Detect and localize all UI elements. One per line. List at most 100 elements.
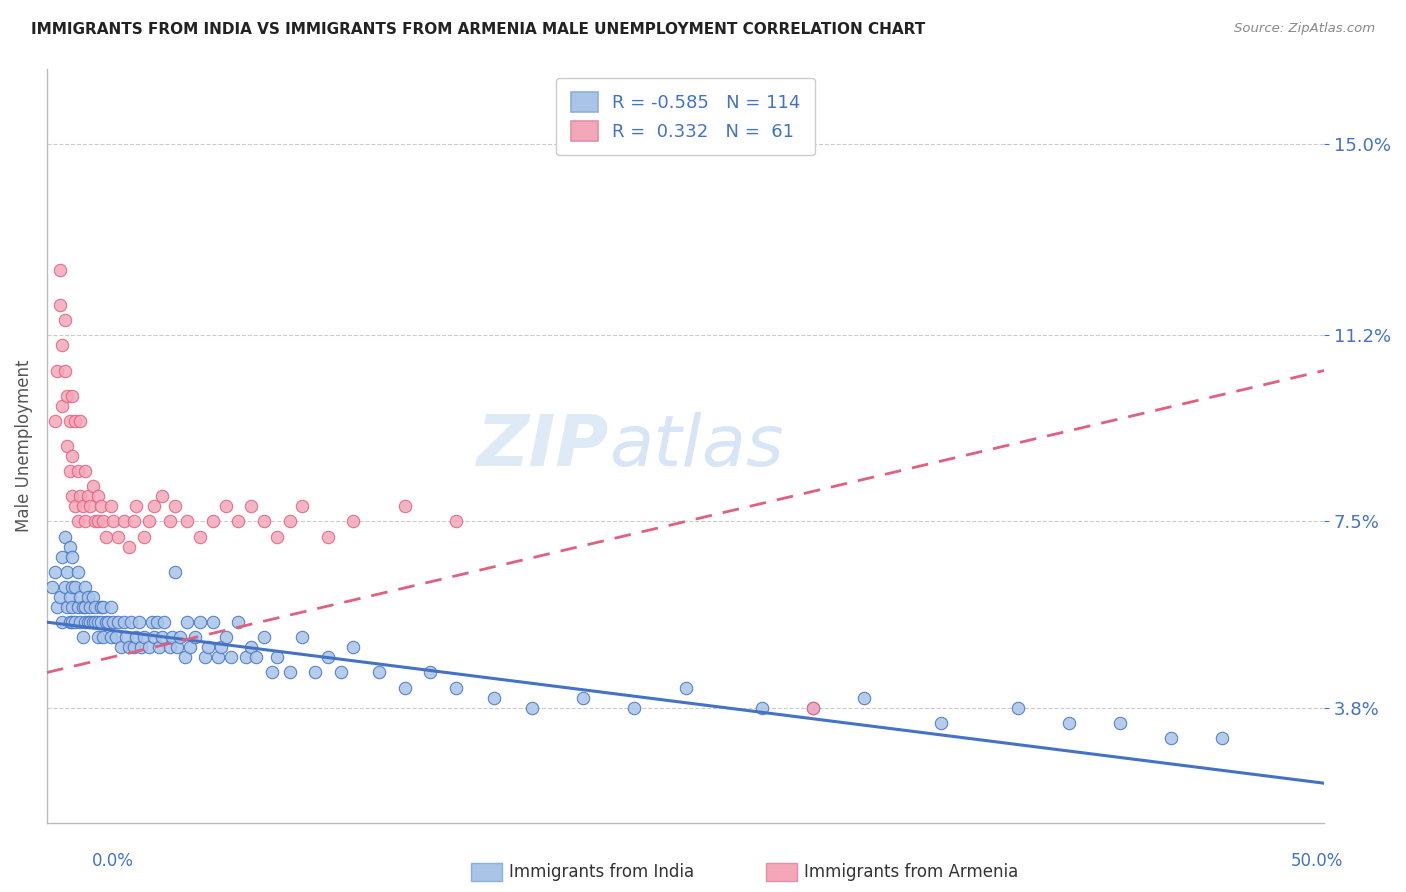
Point xyxy=(132,630,155,644)
Point xyxy=(66,464,89,478)
Point xyxy=(201,615,224,629)
Point xyxy=(59,414,82,428)
Point xyxy=(1108,715,1130,730)
Point xyxy=(69,489,91,503)
Point xyxy=(266,530,288,544)
Point xyxy=(145,615,167,629)
Point xyxy=(75,464,97,478)
Point xyxy=(84,600,107,615)
Point xyxy=(69,615,91,629)
Point xyxy=(266,650,288,665)
Point xyxy=(194,650,217,665)
Point xyxy=(117,540,139,554)
Point xyxy=(72,600,94,615)
Point xyxy=(59,615,82,629)
Point xyxy=(1057,715,1080,730)
Point xyxy=(215,500,238,514)
Point xyxy=(128,615,150,629)
Point xyxy=(219,650,242,665)
Point xyxy=(444,515,467,529)
Point xyxy=(150,630,173,644)
Point xyxy=(97,615,120,629)
Point xyxy=(197,640,219,655)
Point xyxy=(143,500,166,514)
Point xyxy=(1211,731,1233,745)
Point xyxy=(56,565,79,579)
Point xyxy=(260,665,283,680)
Point xyxy=(84,515,107,529)
Point xyxy=(69,414,91,428)
Point xyxy=(110,640,132,655)
Point xyxy=(253,515,276,529)
Point xyxy=(94,530,117,544)
Point xyxy=(59,540,82,554)
Point xyxy=(79,615,101,629)
Point xyxy=(104,630,127,644)
Point xyxy=(53,363,76,377)
Text: Immigrants from India: Immigrants from India xyxy=(509,863,695,881)
Point xyxy=(801,700,824,714)
Point xyxy=(278,665,301,680)
Point xyxy=(240,640,263,655)
Point xyxy=(176,615,198,629)
Point xyxy=(87,515,110,529)
Point xyxy=(188,530,211,544)
Point xyxy=(163,565,186,579)
Point xyxy=(444,681,467,695)
Point xyxy=(63,580,86,594)
Point xyxy=(1160,731,1182,745)
Point xyxy=(160,630,183,644)
Point xyxy=(675,681,697,695)
Point xyxy=(159,640,181,655)
Point xyxy=(107,530,129,544)
Point xyxy=(188,615,211,629)
Point xyxy=(53,580,76,594)
Point xyxy=(166,640,188,655)
Point xyxy=(122,640,145,655)
Point xyxy=(342,515,364,529)
Point xyxy=(173,650,195,665)
Point xyxy=(69,590,91,604)
Point xyxy=(368,665,391,680)
Point xyxy=(929,715,952,730)
Point xyxy=(153,615,176,629)
Point xyxy=(66,515,89,529)
Point xyxy=(148,640,170,655)
Point xyxy=(112,515,135,529)
Point xyxy=(150,489,173,503)
Point xyxy=(100,500,122,514)
Point xyxy=(482,690,505,705)
Text: ZIP: ZIP xyxy=(477,411,609,481)
Point xyxy=(75,600,97,615)
Point xyxy=(115,630,138,644)
Point xyxy=(342,640,364,655)
Point xyxy=(76,590,98,604)
Point xyxy=(228,615,250,629)
Point xyxy=(228,515,250,529)
Point xyxy=(87,630,110,644)
Point xyxy=(122,515,145,529)
Point xyxy=(91,515,114,529)
Point xyxy=(66,565,89,579)
Point xyxy=(51,615,73,629)
Point xyxy=(44,414,66,428)
Point xyxy=(53,313,76,327)
Point xyxy=(291,630,314,644)
Point xyxy=(56,389,79,403)
Point xyxy=(72,500,94,514)
Point xyxy=(51,399,73,413)
Point xyxy=(56,600,79,615)
Point xyxy=(82,590,104,604)
Point xyxy=(87,489,110,503)
Point xyxy=(138,515,160,529)
Point xyxy=(169,630,191,644)
Text: atlas: atlas xyxy=(609,411,783,481)
Point xyxy=(75,515,97,529)
Point xyxy=(79,600,101,615)
Point xyxy=(44,565,66,579)
Point xyxy=(143,630,166,644)
Point xyxy=(48,298,70,312)
Point xyxy=(72,630,94,644)
Point xyxy=(125,500,148,514)
Point xyxy=(253,630,276,644)
